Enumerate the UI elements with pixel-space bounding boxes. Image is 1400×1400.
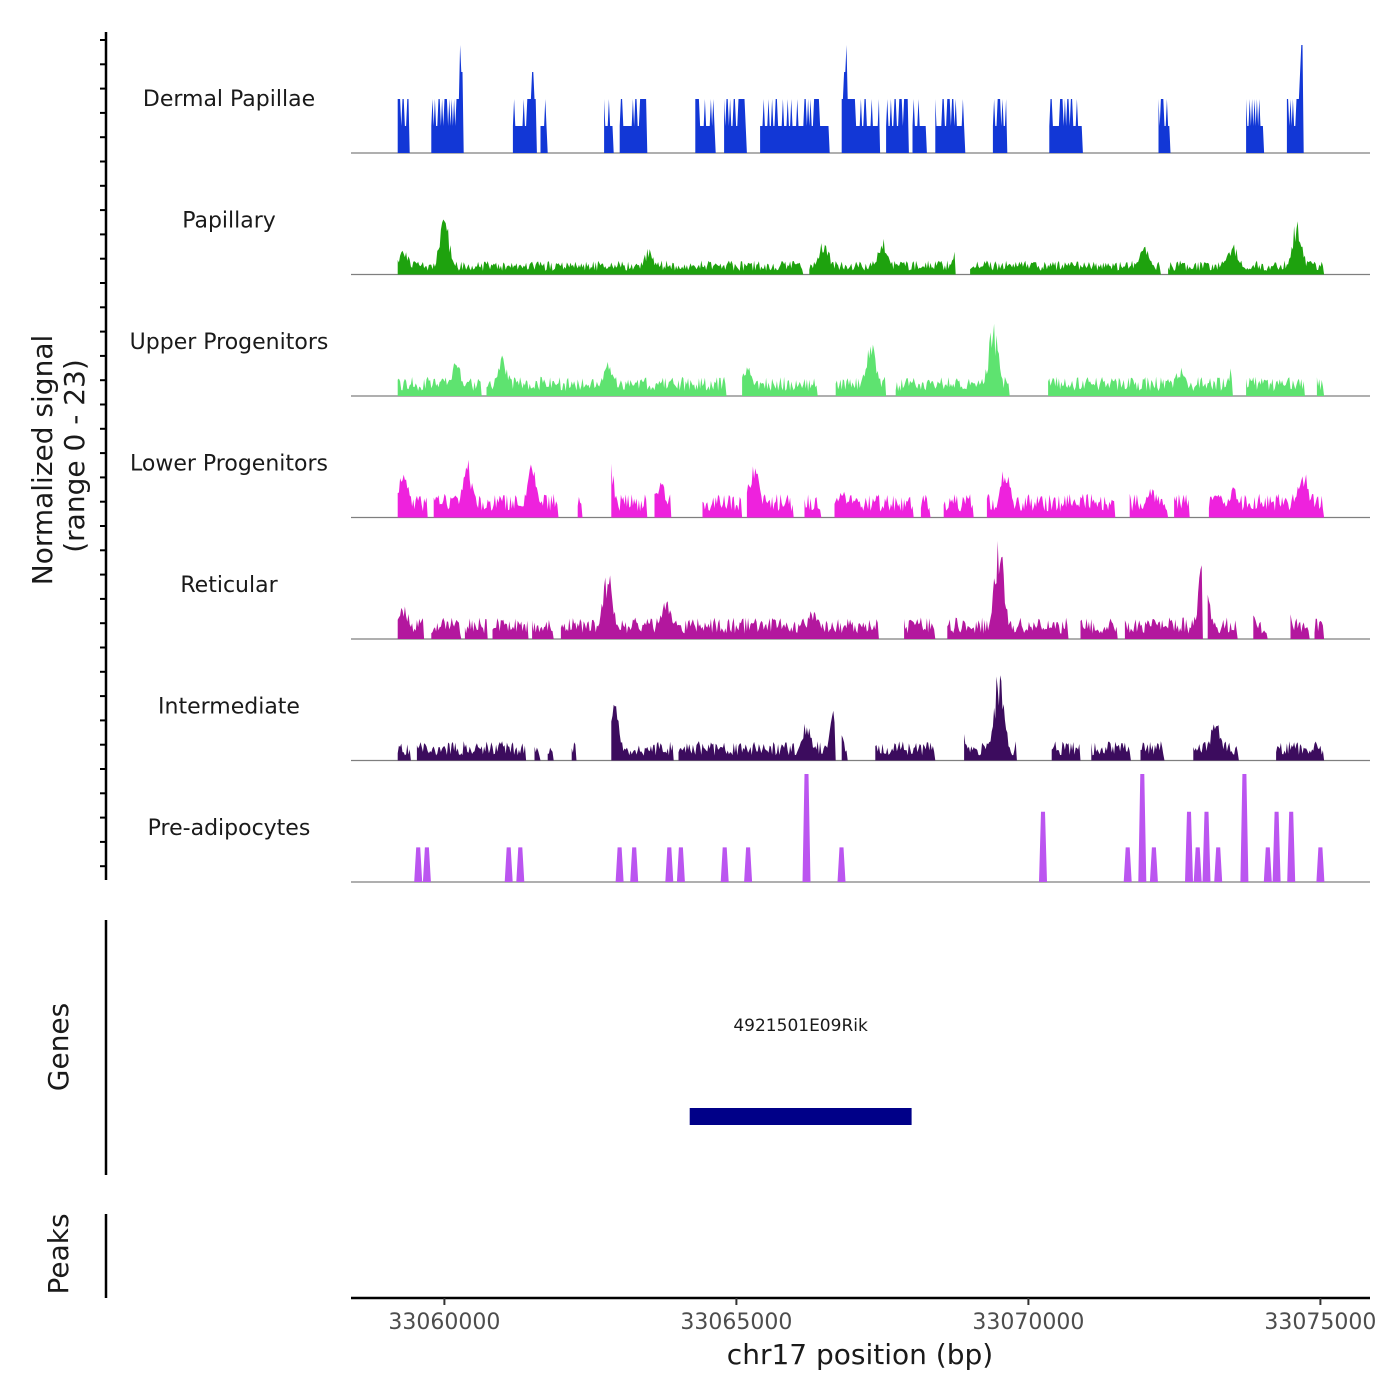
x-tick-label: 33070000 bbox=[972, 1310, 1084, 1335]
coverage-area bbox=[397, 459, 1325, 518]
y-axis-title-line2: (range 0 - 23) bbox=[58, 359, 91, 553]
x-tick-label: 33075000 bbox=[1264, 1310, 1376, 1335]
coverage-tracks: Dermal Papillae Papillary Upper Progenitor… bbox=[130, 45, 1370, 883]
track-label: Upper Progenitors bbox=[130, 330, 329, 355]
coverage-area bbox=[397, 219, 1325, 275]
x-tick-label: 33065000 bbox=[680, 1310, 792, 1335]
track-reticular: Reticular bbox=[180, 540, 1370, 640]
x-axis: chr17 position (bp) 33060000 33065000 3307… bbox=[351, 1296, 1376, 1371]
track-label: Intermediate bbox=[158, 695, 300, 720]
track-pre-adipocytes: Pre-adipocytes bbox=[148, 774, 1370, 883]
genes-track-title: Genes bbox=[42, 1003, 75, 1091]
track-dermal-papillae: Dermal Papillae bbox=[143, 45, 1370, 154]
genes-panel: Genes 4921501E09Rik bbox=[42, 920, 912, 1175]
track-label: Lower Progenitors bbox=[130, 452, 328, 477]
gene-label: 4921501E09Rik bbox=[733, 1016, 868, 1036]
y-axis-title: Normalized signal (range 0 - 23) bbox=[26, 335, 91, 586]
x-axis-title: chr17 position (bp) bbox=[727, 1338, 993, 1371]
track-label: Pre-adipocytes bbox=[148, 816, 311, 841]
peaks-panel: Peaks bbox=[42, 1213, 108, 1298]
track-intermediate: Intermediate bbox=[158, 675, 1370, 762]
track-label: Papillary bbox=[182, 209, 276, 234]
peaks-track-title: Peaks bbox=[42, 1213, 75, 1294]
track-papillary: Papillary bbox=[182, 209, 1370, 276]
track-lower-progenitors: Lower Progenitors bbox=[130, 452, 1370, 519]
coverage-area bbox=[397, 675, 1325, 761]
gene-body bbox=[689, 1108, 912, 1125]
coverage-area bbox=[397, 323, 1325, 396]
y-axis-title-line1: Normalized signal bbox=[26, 335, 59, 586]
x-tick-label: 33060000 bbox=[388, 1310, 500, 1335]
coverage-axis bbox=[100, 32, 108, 880]
track-label: Reticular bbox=[180, 573, 278, 598]
track-label: Dermal Papillae bbox=[143, 87, 315, 112]
coverage-area bbox=[397, 540, 1325, 639]
coverage-area bbox=[414, 774, 1325, 882]
coverage-area bbox=[397, 45, 1304, 153]
track-upper-progenitors: Upper Progenitors bbox=[130, 323, 1370, 397]
